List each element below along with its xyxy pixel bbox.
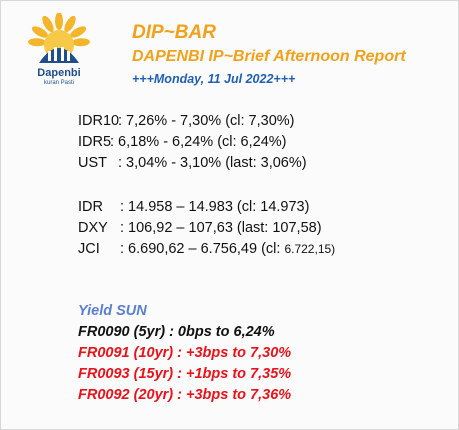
- logo-name: Dapenbi: [37, 67, 81, 79]
- market-row: JCI : 6.690,62 – 6.756,49 (cl: 6.722,15): [78, 239, 335, 259]
- bond-label: IDR10: [78, 113, 120, 129]
- yield-row: FR0092 (20yr) : +3bps to 7,36%: [78, 387, 292, 403]
- bond-value: : 6,18% - 6,24% (cl: 6,24%): [110, 134, 287, 150]
- market-value: : 14.958 – 14.983 (cl: 14.973): [120, 199, 310, 215]
- yield-row: FR0090 (5yr) : 0bps to 6,24%: [78, 324, 275, 340]
- market-row: IDR : 14.958 – 14.983 (cl: 14.973): [78, 197, 309, 217]
- dapenbi-logo: Dapenbi kuran Pasti: [23, 13, 95, 89]
- bond-row: UST : 3,04% - 3,10% (last: 3,06%): [78, 153, 307, 173]
- yield-row: FR0091 (10yr) : +3bps to 7,30%: [78, 345, 292, 361]
- market-close-value: 6.722,15): [284, 242, 336, 256]
- sun-icon: [28, 13, 90, 63]
- bond-value: : 3,04% - 3,10% (last: 3,06%): [118, 155, 307, 171]
- market-value: : 6.690,62 – 6.756,49 (cl:: [120, 241, 285, 257]
- yield-heading: Yield SUN: [78, 303, 147, 319]
- logo-tagline: kuran Pasti: [43, 80, 74, 86]
- yield-row: FR0093 (15yr) : +1bps to 7,35%: [78, 366, 292, 382]
- market-value: : 106,92 – 107,63 (last: 107,58): [120, 220, 322, 236]
- report-title: DIP~BAR: [132, 22, 216, 43]
- bond-value: : 7,26% - 7,30% (cl: 7,30%): [118, 113, 295, 129]
- market-label: IDR: [78, 199, 103, 215]
- report-date: +++Monday, 11 Jul 2022+++: [132, 72, 296, 86]
- bond-row: IDR5: 6,18% - 6,24% (cl: 6,24%): [78, 132, 287, 152]
- market-label: DXY: [78, 220, 108, 236]
- bond-row: IDR10: 7,26% - 7,30% (cl: 7,30%): [78, 111, 295, 131]
- report-subtitle: DAPENBI IP~Brief Afternoon Report: [132, 48, 406, 65]
- market-row: DXY : 106,92 – 107,63 (last: 107,58): [78, 218, 322, 238]
- market-label: JCI: [78, 241, 100, 257]
- bond-label: UST: [78, 155, 107, 171]
- bond-label: IDR5: [78, 134, 112, 150]
